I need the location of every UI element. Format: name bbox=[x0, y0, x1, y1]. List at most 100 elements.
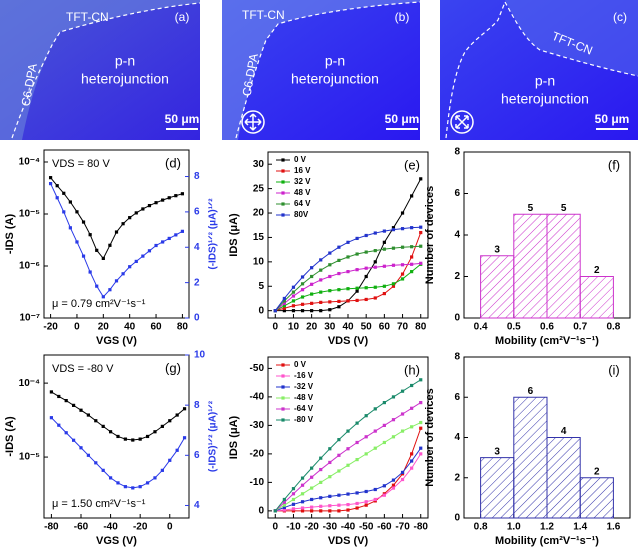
marker bbox=[310, 274, 314, 279]
marker bbox=[310, 301, 314, 305]
y-tick-label: 0 bbox=[454, 513, 460, 524]
y-tick-label: -10 bbox=[250, 477, 265, 488]
marker bbox=[391, 282, 396, 286]
marker bbox=[419, 400, 423, 405]
marker bbox=[328, 300, 332, 304]
plot-frame bbox=[43, 149, 190, 319]
marker bbox=[282, 503, 286, 507]
marker bbox=[319, 467, 323, 472]
marker bbox=[68, 200, 72, 204]
y-axis-label: IDS (μA) bbox=[228, 213, 240, 257]
x-tick-label: -10 bbox=[286, 522, 301, 533]
marker bbox=[337, 299, 341, 303]
marker bbox=[114, 230, 119, 234]
x-tick-label: 1.4 bbox=[573, 522, 587, 533]
bar bbox=[579, 276, 614, 319]
marker bbox=[282, 497, 286, 502]
marker bbox=[62, 210, 66, 214]
boundary bbox=[11, 2, 201, 139]
x-tick-label: -70 bbox=[395, 522, 410, 533]
marker bbox=[346, 447, 350, 451]
bar-value-label: 3 bbox=[494, 244, 500, 255]
center-label: heterojunction bbox=[501, 91, 589, 107]
x-axis-label: Mobility (cm²V⁻¹s⁻¹) bbox=[495, 335, 599, 347]
marker bbox=[174, 233, 178, 237]
marker bbox=[94, 419, 98, 423]
marker bbox=[300, 302, 305, 306]
marker bbox=[81, 254, 86, 258]
marker bbox=[310, 509, 314, 513]
marker bbox=[86, 413, 90, 417]
marker bbox=[410, 459, 414, 463]
legend-marker bbox=[281, 385, 285, 389]
marker bbox=[131, 486, 135, 490]
marker bbox=[355, 501, 359, 506]
marker bbox=[153, 430, 157, 434]
marker bbox=[123, 485, 127, 489]
marker bbox=[128, 216, 132, 220]
marker bbox=[154, 201, 158, 205]
marker bbox=[161, 240, 165, 244]
marker bbox=[64, 399, 68, 403]
y2-tick-label: 10 bbox=[194, 350, 206, 361]
marker bbox=[391, 418, 396, 422]
marker bbox=[337, 503, 341, 507]
marker bbox=[391, 228, 396, 232]
marker bbox=[300, 492, 305, 496]
marker bbox=[180, 229, 185, 233]
marker bbox=[355, 268, 359, 272]
y-tick-label: -50 bbox=[250, 363, 265, 374]
x-tick-label: 0.8 bbox=[606, 322, 620, 333]
marker bbox=[337, 288, 341, 292]
x-tick-label: 70 bbox=[397, 322, 409, 333]
y-tick-label: 10⁻⁵ bbox=[19, 452, 40, 463]
x-tick-label: 80 bbox=[177, 322, 189, 333]
marker bbox=[346, 463, 350, 467]
x-tick-label: 20 bbox=[98, 322, 110, 333]
marker bbox=[410, 262, 414, 266]
marker bbox=[282, 508, 286, 512]
marker bbox=[180, 192, 185, 196]
marker bbox=[364, 503, 368, 507]
y-tick-label: 10⁻⁷ bbox=[19, 313, 40, 324]
y-tick-label: 4 bbox=[454, 230, 460, 241]
marker bbox=[400, 389, 405, 393]
marker bbox=[382, 247, 386, 251]
marker bbox=[328, 447, 332, 451]
marker bbox=[337, 469, 341, 473]
marker bbox=[291, 509, 296, 513]
x-tick-label: 0.8 bbox=[474, 522, 488, 533]
y-tick-label: -40 bbox=[250, 392, 265, 403]
x-tick-label: 0 bbox=[167, 522, 173, 533]
marker bbox=[319, 509, 323, 513]
x-axis-label: VDS (V) bbox=[328, 535, 369, 547]
marker bbox=[79, 408, 83, 412]
annotation: VDS = -80 V bbox=[52, 363, 114, 375]
marker bbox=[282, 304, 286, 308]
marker bbox=[94, 461, 98, 465]
legend-marker bbox=[281, 202, 285, 206]
marker bbox=[291, 285, 296, 289]
marker bbox=[79, 446, 83, 450]
marker bbox=[355, 298, 359, 303]
micrograph-c: TFT-CN p-n heterojunction (c) 50 μm bbox=[440, 0, 638, 140]
x-tick-label: 60 bbox=[150, 322, 162, 333]
marker bbox=[337, 509, 341, 513]
marker bbox=[273, 509, 277, 513]
marker bbox=[123, 437, 127, 441]
marker bbox=[419, 230, 423, 235]
marker bbox=[400, 277, 405, 281]
bar-value-label: 4 bbox=[561, 426, 567, 437]
x-axis-label: VGS (V) bbox=[96, 335, 137, 347]
marker bbox=[382, 264, 386, 268]
marker bbox=[282, 309, 286, 313]
marker bbox=[364, 489, 368, 494]
marker bbox=[364, 250, 368, 254]
marker bbox=[419, 420, 423, 425]
marker bbox=[174, 194, 178, 198]
scale-label: 50 μm bbox=[595, 112, 630, 126]
marker bbox=[101, 256, 105, 260]
x-tick-label: 0.5 bbox=[507, 322, 521, 333]
marker bbox=[300, 295, 305, 299]
y-axis-label: -IDS (A) bbox=[4, 416, 16, 457]
